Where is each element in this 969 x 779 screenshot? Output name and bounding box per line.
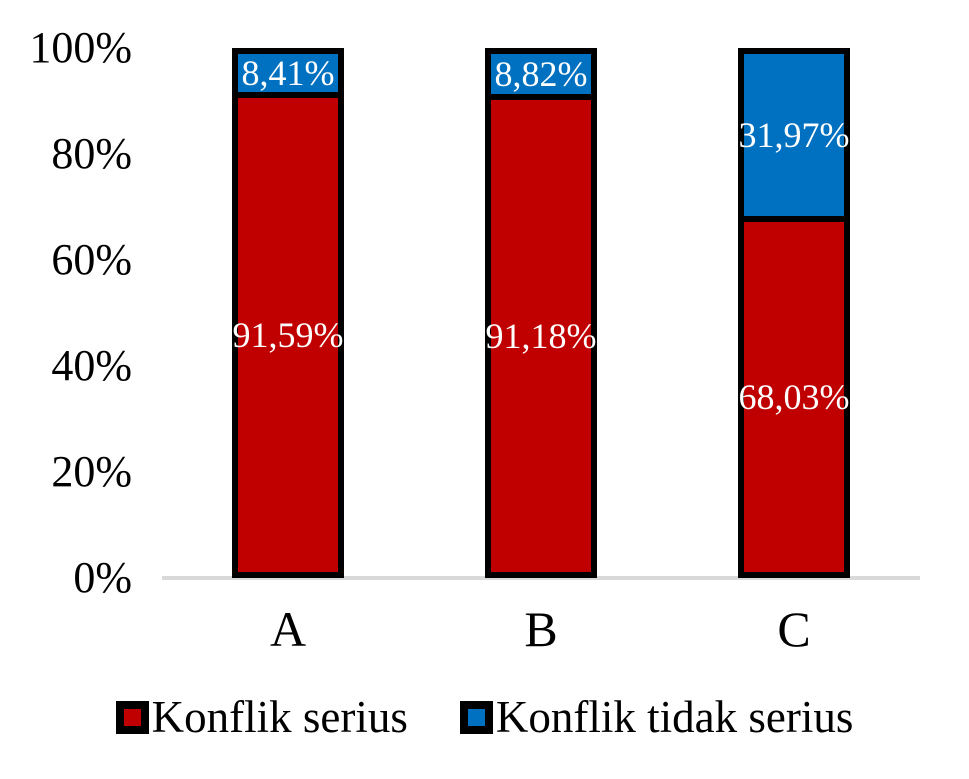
y-tick-label: 40% — [51, 341, 132, 390]
x-category-label-C: C — [777, 601, 811, 657]
legend-swatch-icon — [115, 700, 149, 734]
y-tick-label: 0% — [73, 553, 132, 602]
segment-A-konflik-serius: 91,59% — [232, 95, 344, 575]
legend-swatch-icon — [459, 700, 493, 734]
x-category-label-A: A — [269, 601, 307, 657]
data-label: 91,59% — [232, 315, 344, 356]
bar-C: 31,97% 68,03% — [738, 48, 850, 578]
segment-B-konflik-tidak-serius: 8,82% — [488, 51, 594, 98]
legend: Konflik serius Konflik tidak serius — [0, 686, 969, 748]
data-label: 31,97% — [738, 114, 850, 155]
legend-entry-konflik-tidak-serius: Konflik tidak serius — [459, 691, 854, 742]
segment-B-konflik-serius: 91,18% — [485, 97, 597, 575]
y-tick-label: 100% — [29, 23, 132, 72]
legend-label: Konflik tidak serius — [495, 691, 854, 742]
data-label: 91,18% — [485, 316, 597, 357]
data-label: 8,82% — [494, 54, 588, 95]
bar-B: 8,82% 91,18% — [485, 48, 597, 578]
y-tick-label: 80% — [51, 129, 132, 178]
x-category-label-B: B — [524, 601, 558, 657]
bar-A: 8,41% 91,59% — [232, 48, 344, 578]
y-tick-label: 60% — [51, 235, 132, 284]
x-axis-baseline — [162, 576, 920, 580]
segment-C-konflik-serius: 68,03% — [738, 218, 850, 575]
data-label: 68,03% — [738, 376, 850, 417]
segment-A-konflik-tidak-serius: 8,41% — [235, 51, 341, 96]
data-label: 8,41% — [241, 53, 335, 94]
legend-entry-konflik-serius: Konflik serius — [115, 691, 408, 742]
segment-C-konflik-tidak-serius: 31,97% — [738, 51, 850, 219]
legend-label: Konflik serius — [151, 691, 408, 742]
y-tick-label: 20% — [51, 447, 132, 496]
